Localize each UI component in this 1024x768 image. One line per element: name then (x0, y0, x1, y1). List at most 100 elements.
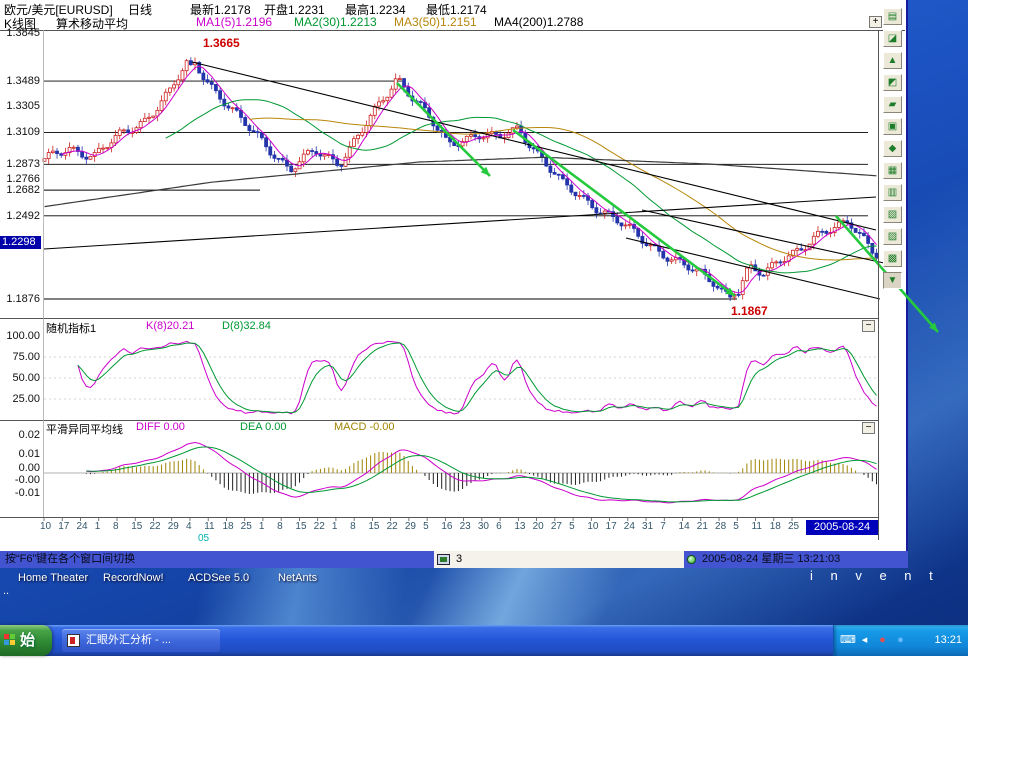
latest-price: 最新1.2178 (190, 3, 251, 17)
date-axis-label: 1 (94, 521, 101, 532)
side-tool-button-4[interactable]: ◩ (883, 74, 902, 91)
date-axis-label: 1 (331, 521, 338, 532)
date-axis-label: 24 (623, 521, 635, 532)
price-axis-chip: 1.2298 (0, 235, 41, 249)
date-axis-label: 17 (605, 521, 617, 532)
date-axis-label: 24 (76, 521, 88, 532)
ma3-value: MA3(50)1.2151 (394, 15, 477, 29)
price-axis-label: 1.2492 (6, 209, 40, 222)
hp-invent-logo-text: i n v e n t (810, 568, 940, 583)
start-button-label: 始 (20, 632, 36, 649)
date-axis-label: 8 (112, 521, 119, 532)
side-tool-button-8[interactable]: ▦ (883, 162, 902, 179)
date-axis-label: 5 (733, 521, 739, 532)
macd-panel-title[interactable]: 平滑异同平均线 (46, 424, 123, 436)
status-datetime: 2005-08-24 星期三 13:21:03 (684, 551, 908, 568)
date-axis-label: 22 (386, 521, 398, 532)
macd-dea-value: DEA 0.00 (240, 421, 287, 433)
date-axis-label: 5 (423, 521, 429, 532)
stoch-panel-title[interactable]: 随机指标1 (46, 323, 97, 335)
price-axis-label: 1.3489 (6, 75, 40, 88)
date-axis-label: 16 (441, 521, 453, 532)
side-tool-button-9[interactable]: ▥ (883, 184, 902, 201)
price-axis-label: 1.2766 (6, 172, 40, 185)
date-axis-label: 29 (404, 521, 416, 532)
status-bulb-icon (687, 555, 696, 564)
date-axis-label: 21 (696, 521, 708, 532)
date-axis-label: 27 (550, 521, 562, 532)
date-axis-label: 11 (204, 521, 215, 532)
taskbar-item-app[interactable]: 汇眼外汇分析 - ... (62, 629, 220, 652)
open-price: 开盘1.2231 (264, 3, 325, 17)
taskbar: 始 汇眼外汇分析 - ... ⌨ ◂ ● ● 13:21 (0, 625, 968, 656)
date-axis-label: 25 (240, 521, 252, 532)
macd-axis-label: 0.00 (18, 462, 40, 474)
date-axis-label: 22 (149, 521, 161, 532)
taskbar-item-label: 汇眼外汇分析 - ... (86, 634, 171, 646)
high-price: 最高1.2234 (345, 3, 406, 17)
date-axis-label: 25 (788, 521, 800, 532)
price-axis-label: 1.2873 (6, 158, 40, 171)
stoch-axis-label: 75.00 (12, 351, 40, 363)
macd-diff-value: DIFF 0.00 (136, 421, 185, 433)
side-tool-button-2[interactable]: ◪ (883, 30, 902, 47)
date-axis-label: 20 (532, 521, 544, 532)
side-tool-button-12[interactable]: ▩ (883, 250, 902, 267)
date-axis-label: 15 (131, 521, 143, 532)
ma2-value: MA2(30)1.2213 (294, 15, 377, 29)
desktop-icon-label[interactable]: Home Theater (18, 572, 89, 584)
chart-type-label[interactable]: K线图 (4, 17, 37, 31)
stoch-axis-label: 50.00 (12, 372, 40, 384)
period-label[interactable]: 日线 (128, 3, 153, 17)
side-tool-button-10[interactable]: ▧ (883, 206, 902, 223)
side-tool-button-13[interactable]: ▼ (883, 272, 902, 289)
antivirus-tray-icon[interactable]: ● (879, 634, 886, 646)
desktop-icon-label[interactable]: RecordNow! (103, 572, 164, 584)
date-axis-label: 18 (769, 521, 781, 532)
date-axis-label: 29 (167, 521, 179, 532)
network-tray-icon[interactable]: ● (897, 634, 904, 646)
date-axis-label: 6 (496, 521, 502, 532)
start-button[interactable]: 始 (0, 625, 52, 656)
date-axis-label: 23 (459, 521, 471, 532)
date-axis-label: 8 (350, 521, 356, 532)
date-axis-label: 11 (751, 521, 762, 532)
desktop-icon-label[interactable]: ACDSee 5.0 (188, 572, 250, 584)
side-tool-button-5[interactable]: ▰ (883, 96, 902, 113)
date-axis-label: 1 (258, 521, 265, 532)
annotation-peak: 1.3665 (203, 36, 240, 50)
ime-keyboard-icon[interactable]: ⌨ (840, 634, 856, 646)
stoch-axis-label: 100.00 (6, 330, 40, 342)
date-axis-label: 7 (660, 521, 666, 532)
tray-clock[interactable]: 13:21 (934, 634, 962, 646)
side-tool-button-11[interactable]: ▨ (883, 228, 902, 245)
price-axis-label: 1.2682 (6, 184, 40, 197)
low-price: 最低1.2174 (426, 3, 487, 17)
annotation-trough: 1.1867 (731, 304, 768, 318)
system-tray: ⌨ ◂ ● ● 13:21 (833, 625, 968, 656)
side-tool-button-1[interactable]: ▤ (883, 8, 902, 25)
stoch-collapse-button[interactable]: − (862, 320, 875, 332)
status-bar: 按“F6”键在各个窗口间切换 3 2005-08-24 星期三 13:21:03 (0, 551, 908, 568)
date-axis-label: 15 (368, 521, 380, 532)
ma-type-label[interactable]: 算术移动平均 (56, 17, 129, 31)
add-panel-button[interactable]: + (869, 16, 882, 28)
macd-collapse-button[interactable]: − (862, 422, 875, 434)
status-hint-text: 按“F6”键在各个窗口间切换 (0, 551, 434, 568)
price-axis-label: 1.3109 (6, 126, 40, 139)
side-tool-button-7[interactable]: ◆ (883, 140, 902, 157)
stoch-axis-label: 25.00 (12, 393, 40, 405)
desktop-icon-label[interactable]: NetAnts (278, 572, 318, 584)
macd-axis-label: -0.00 (14, 474, 40, 486)
date-axis-label: 31 (642, 521, 654, 532)
macd-axis-label: 0.02 (18, 429, 40, 441)
hidden-icons-chevron[interactable]: ◂ (861, 634, 868, 646)
app-task-icon (67, 634, 80, 647)
side-tool-button-6[interactable]: ▣ (883, 118, 902, 135)
side-tool-button-3[interactable]: ▲ (883, 52, 902, 69)
date-axis-label: 14 (678, 521, 690, 532)
date-axis-label: 10 (587, 521, 599, 532)
app-window: 欧元/美元[EURUSD] 日线 最新1.2178 开盘1.2231 最高1.2… (0, 0, 939, 568)
date-axis-label: 5 (569, 521, 575, 532)
date-axis-label: 17 (58, 521, 70, 532)
